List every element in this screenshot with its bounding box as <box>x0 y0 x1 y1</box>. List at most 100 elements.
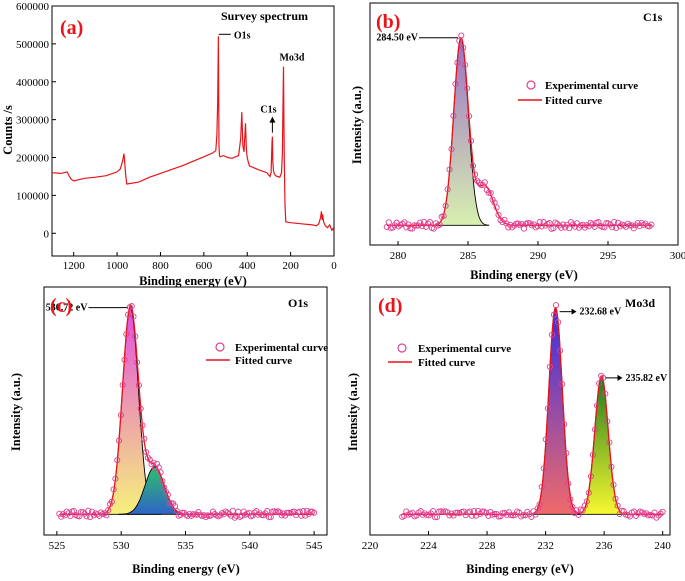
legend: Experimental curve Fitted curve <box>206 342 328 367</box>
annotation-mo3d: Mo3d <box>279 53 304 64</box>
legend: Experimental curve Fitted curve <box>388 343 511 369</box>
legend-experimental: Experimental curve <box>235 342 328 354</box>
experimental-point <box>587 473 594 480</box>
experimental-point <box>522 512 529 519</box>
experimental-point <box>422 223 430 230</box>
panel-d-mo3d: 220 224 228 232 236 240 232.68 eV 235.82 eV (d… <box>346 286 671 576</box>
x-axis-label: Binding energy (eV) <box>470 268 578 282</box>
experimental-point <box>555 319 562 326</box>
experimental-point <box>598 372 605 379</box>
x-tick-label: 600 <box>196 260 213 272</box>
experimental-point <box>569 503 576 510</box>
experimental-point <box>446 166 453 173</box>
experimental-point <box>464 85 471 92</box>
experimental-point <box>103 512 110 519</box>
y-tick-label: 200000 <box>16 153 50 165</box>
annotation-c1s: C1s <box>260 105 276 116</box>
experimental-point <box>139 422 146 429</box>
experimental-point <box>540 465 547 472</box>
legend-fitted: Fitted curve <box>418 357 475 369</box>
experimental-point <box>311 509 318 516</box>
experimental-point <box>585 489 592 496</box>
experimental-point <box>648 221 655 228</box>
peak-annotation: 235.82 eV <box>626 373 668 384</box>
legend: Experimental curve Fitted curve <box>518 80 638 107</box>
experimental-point <box>602 390 609 397</box>
experimental-point <box>615 219 622 226</box>
annotation-c1s-arrowhead <box>269 116 276 123</box>
experimental-point <box>554 220 561 227</box>
experimental-point <box>125 311 132 318</box>
experimental-point <box>499 510 506 517</box>
experimental-point <box>561 421 568 428</box>
experimental-point <box>87 514 94 521</box>
legend-experimental: Experimental curve <box>545 80 638 92</box>
experimental-point <box>202 514 209 521</box>
x-tick-label: 525 <box>49 540 66 552</box>
plot-frame <box>43 286 328 536</box>
experimental-point <box>157 469 164 476</box>
experimental-point <box>507 512 514 519</box>
experimental-point <box>436 508 443 515</box>
chart-title: Survey spectrum <box>221 9 308 23</box>
experimental-point <box>483 509 490 516</box>
experimental-point <box>634 219 641 227</box>
experimental-point <box>110 486 117 493</box>
experimental-point <box>141 435 148 442</box>
experimental-point <box>150 459 157 466</box>
peak-annotation-arrowhead <box>617 374 623 381</box>
panel-label: (a) <box>60 17 83 39</box>
experimental-point <box>616 510 623 518</box>
experimental-point <box>546 363 553 370</box>
x-tick-label: 228 <box>479 540 496 552</box>
experimental-point <box>448 146 455 153</box>
experimental-point <box>558 224 565 231</box>
experimental-point <box>559 381 566 388</box>
experimental-point <box>424 220 432 227</box>
experimental-point <box>526 220 533 227</box>
experimental-point <box>611 218 618 225</box>
chart-title: O1s <box>288 296 308 310</box>
experimental-point <box>552 302 560 309</box>
x-tick-label: 540 <box>242 540 259 552</box>
experimental-point <box>606 439 613 446</box>
experimental-point <box>509 224 516 231</box>
experimental-point <box>436 221 443 228</box>
experimental-point <box>515 220 522 227</box>
plot-frame <box>369 2 679 246</box>
legend-marker-icon <box>397 343 407 353</box>
experimental-point <box>466 113 473 120</box>
experimental-point <box>626 222 633 229</box>
experimental-point <box>630 225 637 232</box>
experimental-point <box>475 507 482 514</box>
experimental-point <box>563 450 570 457</box>
experimental-point <box>566 225 573 232</box>
y-tick-label: 0 <box>44 228 50 240</box>
x-tick-label: 300 <box>670 250 685 262</box>
peak-component-fill <box>432 37 490 226</box>
experimental-point <box>635 510 642 517</box>
experimental-point <box>128 303 135 310</box>
experimental-point <box>603 220 610 227</box>
x-axis-label: Binding energy (eV) <box>466 562 574 576</box>
experimental-point <box>101 510 108 517</box>
experimental-point <box>452 80 459 88</box>
panel-label: (b) <box>376 11 400 33</box>
experimental-point <box>544 405 551 412</box>
x-tick-label: 224 <box>420 540 437 552</box>
experimental-point <box>468 137 475 144</box>
x-axis-label: Binding energy (eV) <box>139 274 247 288</box>
x-tick-label: 800 <box>152 260 169 272</box>
experimental-point <box>530 221 537 228</box>
experimental-point <box>651 509 658 516</box>
experimental-point <box>595 219 602 226</box>
experimental-point <box>429 508 437 515</box>
experimental-point <box>97 509 105 516</box>
y-tick-label: 300000 <box>16 115 50 127</box>
experimental-point <box>583 498 590 505</box>
experimental-point <box>613 224 620 232</box>
experimental-point <box>79 509 86 516</box>
x-tick-label: 220 <box>362 540 379 552</box>
experimental-point <box>229 507 236 514</box>
experimental-point <box>123 331 130 338</box>
